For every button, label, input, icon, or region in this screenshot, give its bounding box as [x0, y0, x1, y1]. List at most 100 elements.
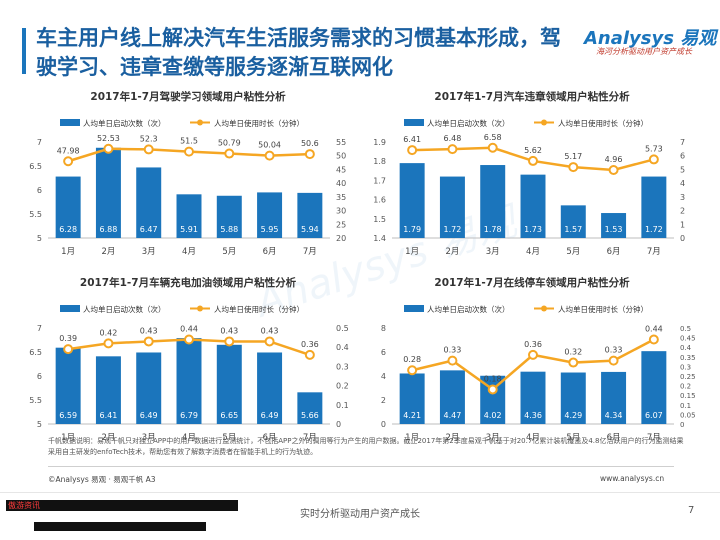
- y-tick-left: 4: [381, 372, 386, 381]
- bar: [55, 347, 81, 424]
- line-value-label: 0.43: [140, 326, 158, 335]
- y-tick-right: 0.1: [336, 401, 349, 410]
- website-link[interactable]: www.analysys.cn: [600, 474, 665, 483]
- x-tick-label: 1月: [61, 247, 75, 257]
- line-point: [63, 344, 74, 355]
- x-tick-label: 1月: [61, 433, 75, 443]
- overlay-black-bar: [6, 500, 238, 511]
- x-tick-label: 4月: [526, 433, 540, 443]
- x-tick-label: 6月: [607, 247, 621, 257]
- x-tick-label: 7月: [303, 433, 317, 443]
- bar-value-label: 4.21: [403, 411, 421, 420]
- y-tick-left: 5.5: [29, 210, 42, 219]
- data-note: 千帆数据说明：易观千帆只对独立APP中的用户数据进行监测统计，不包括APP之外的…: [48, 437, 684, 456]
- y-tick-right: 50: [336, 152, 346, 161]
- line-point: [264, 150, 275, 161]
- bar-value-label: 4.02: [484, 411, 502, 420]
- line-point: [407, 145, 418, 156]
- y-tick-right: 0: [680, 421, 684, 429]
- y-tick-right: 0.5: [680, 325, 691, 333]
- bar: [176, 194, 202, 238]
- y-tick-right: 0.5: [336, 324, 349, 333]
- y-tick-right: 0.2: [680, 383, 691, 391]
- line-value-label: 47.98: [57, 146, 80, 155]
- line-point: [447, 355, 458, 366]
- legend-label-line: 人均单日使用时长（分钟）: [558, 118, 648, 128]
- x-tick-label: 4月: [182, 433, 196, 443]
- bar-value-label: 4.29: [564, 411, 582, 420]
- line-point: [528, 349, 538, 360]
- y-tick-right: 4: [680, 179, 685, 188]
- line-value-label: 5.73: [645, 144, 663, 153]
- x-tick-label: 1月: [405, 247, 419, 257]
- line-point: [568, 357, 579, 368]
- y-tick-left: 5: [37, 234, 42, 243]
- y-tick-right: 0.4: [336, 343, 349, 352]
- line-point: [447, 144, 458, 155]
- x-tick-label: 2月: [445, 433, 459, 443]
- x-tick-label: 6月: [263, 247, 277, 257]
- overlay-label: 傲游资讯: [8, 501, 40, 510]
- x-tick-label: 5月: [222, 247, 236, 257]
- x-tick-label: 6月: [607, 433, 621, 443]
- bar-value-label: 6.88: [100, 225, 118, 234]
- bar-value-label: 6.79: [180, 411, 198, 420]
- line-value-label: 5.17: [564, 152, 582, 161]
- y-tick-right: 6: [680, 152, 685, 161]
- logo-slogan: 海河分析驱动用户资产成长: [596, 47, 692, 56]
- line-value-label: 52.53: [97, 134, 120, 143]
- y-tick-right: 0.3: [336, 362, 349, 371]
- y-tick-right: 0.45: [680, 335, 696, 343]
- line-value-label: 4.96: [605, 155, 623, 164]
- bar: [95, 356, 121, 424]
- y-tick-left: 1.7: [373, 176, 386, 185]
- line-point: [224, 336, 235, 347]
- bar: [216, 195, 242, 238]
- bar-value-label: 1.72: [444, 225, 462, 234]
- line-point: [304, 349, 315, 360]
- line-point: [407, 365, 418, 376]
- line-point: [304, 149, 315, 160]
- y-tick-right: 0.1: [680, 402, 691, 410]
- bar: [257, 352, 283, 424]
- line-value-label: 0.28: [403, 355, 421, 364]
- x-tick-label: 5月: [566, 247, 580, 257]
- y-tick-right: 1: [680, 220, 685, 229]
- line-point: [184, 146, 194, 157]
- y-tick-right: 0.3: [680, 363, 691, 371]
- bar-value-label: 6.59: [59, 411, 77, 420]
- line-value-label: 0.32: [564, 348, 582, 357]
- bar: [216, 344, 242, 424]
- x-tick-label: 5月: [566, 433, 580, 443]
- line-point: [143, 336, 154, 347]
- y-tick-right: 0: [336, 420, 341, 429]
- line-point: [608, 355, 619, 366]
- bar: [439, 370, 465, 424]
- x-tick-label: 7月: [647, 247, 661, 257]
- y-tick-right: 7: [680, 138, 685, 147]
- x-tick-label: 7月: [647, 433, 661, 443]
- bar: [439, 176, 465, 238]
- bar-value-label: 6.07: [645, 411, 663, 420]
- x-tick-label: 6月: [263, 433, 277, 443]
- line-point: [103, 143, 114, 154]
- bar: [399, 373, 425, 424]
- y-tick-right: 30: [336, 207, 346, 216]
- line-value-label: 0.44: [645, 325, 663, 334]
- bar: [136, 352, 162, 424]
- y-tick-right: 40: [336, 179, 346, 188]
- chart-title: 2017年1-7月汽车违章领域用户粘性分析: [434, 90, 630, 103]
- y-tick-left: 6: [37, 186, 42, 195]
- y-tick-left: 1.4: [373, 234, 386, 243]
- line-point: [143, 144, 154, 155]
- legend-swatch-bar: [404, 305, 424, 312]
- legend-marker-line: [197, 305, 203, 312]
- y-tick-right: 0.4: [680, 344, 692, 352]
- page-number: 7: [688, 505, 695, 516]
- bar-value-label: 1.73: [524, 225, 542, 234]
- line-point: [568, 162, 579, 173]
- bar-value-label: 1.79: [403, 225, 421, 234]
- bar-value-label: 5.94: [301, 225, 319, 234]
